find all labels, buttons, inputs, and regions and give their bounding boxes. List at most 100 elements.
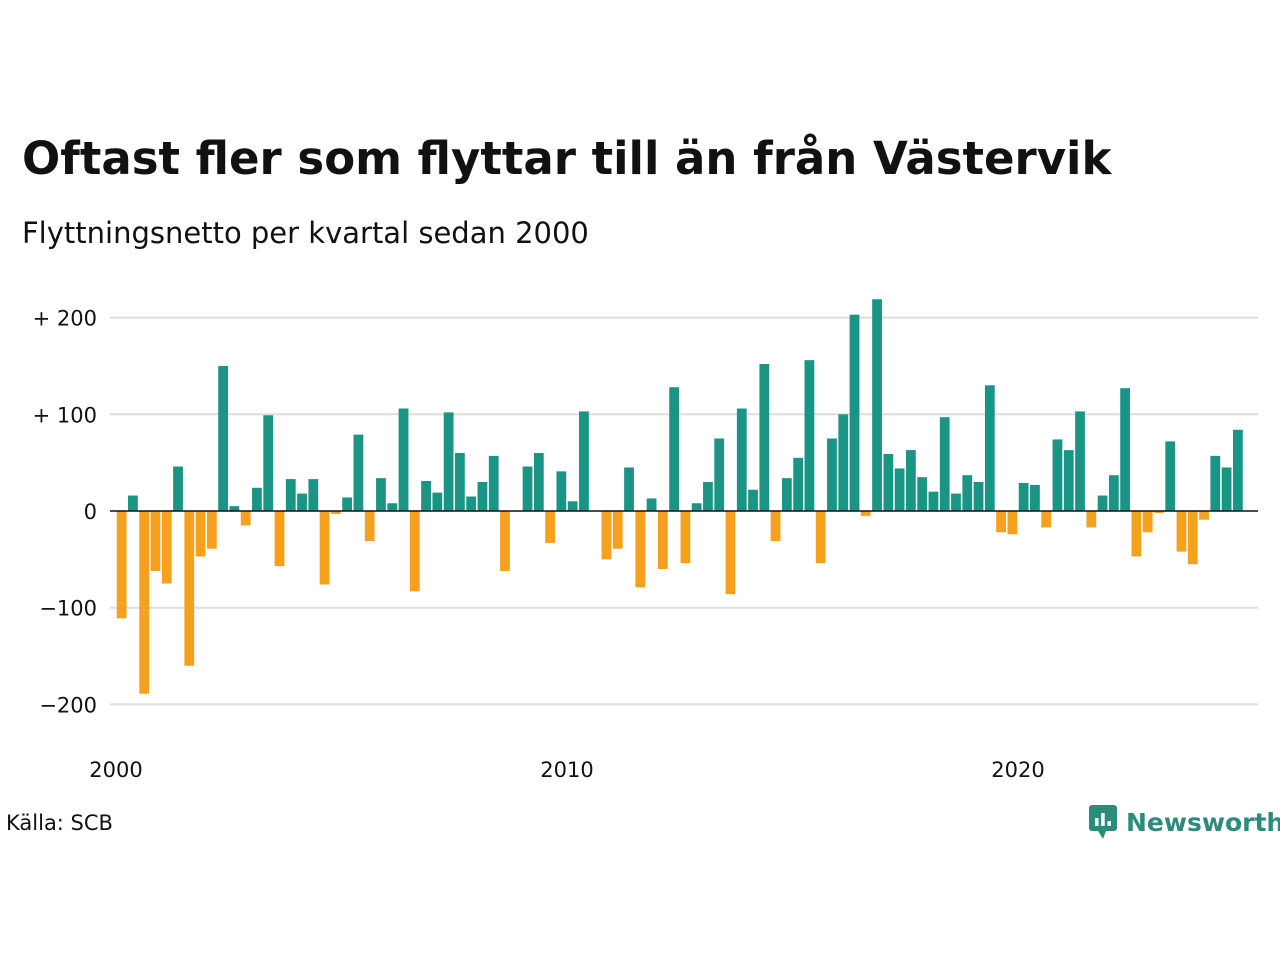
- bar: [985, 385, 995, 511]
- bar: [1210, 456, 1220, 511]
- bar: [444, 412, 454, 511]
- bar: [658, 511, 668, 569]
- newsworthy-logo-icon: [1088, 804, 1118, 840]
- y-tick-label: −100: [39, 597, 97, 621]
- bar: [139, 511, 149, 694]
- bar: [895, 468, 905, 511]
- bar: [1075, 411, 1085, 511]
- bar: [1199, 511, 1209, 520]
- bar: [1064, 450, 1074, 511]
- bar: [737, 409, 747, 512]
- bar: [320, 511, 330, 584]
- bar: [1007, 511, 1017, 534]
- bar: [275, 511, 285, 566]
- bar: [1233, 430, 1243, 511]
- x-tick-label: 2000: [89, 758, 142, 782]
- bar: [602, 511, 612, 559]
- bar: [1086, 511, 1096, 527]
- y-tick-label: −200: [39, 693, 97, 717]
- bar: [387, 503, 397, 511]
- brand-logo: Newsworthy: [1088, 804, 1280, 840]
- bar: [151, 511, 161, 571]
- bar: [635, 511, 645, 587]
- bar: [1165, 441, 1175, 511]
- bar: [556, 471, 566, 511]
- x-tick-label: 2020: [991, 758, 1044, 782]
- bar: [647, 498, 657, 511]
- y-tick-label: 0: [84, 500, 97, 524]
- bar: [466, 497, 476, 512]
- bar: [996, 511, 1006, 532]
- bar: [173, 467, 183, 511]
- bar: [1053, 439, 1063, 511]
- bar: [568, 501, 578, 511]
- bar: [681, 511, 691, 563]
- bar: [726, 511, 736, 594]
- bar: [286, 479, 296, 511]
- bar: [951, 494, 961, 511]
- bar: [1030, 485, 1040, 511]
- bar: [196, 511, 206, 556]
- bar: [669, 387, 679, 511]
- bar: [759, 364, 769, 511]
- bar: [624, 467, 634, 511]
- bar: [771, 511, 781, 541]
- bar: [1041, 511, 1051, 527]
- bar: [827, 438, 837, 511]
- bar: [579, 411, 589, 511]
- bar: [782, 478, 792, 511]
- bar: [410, 511, 420, 591]
- bar: [1177, 511, 1187, 552]
- bar: [297, 494, 307, 511]
- bar: [1109, 475, 1119, 511]
- bar: [974, 482, 984, 511]
- bar: [207, 511, 217, 549]
- bar: [1188, 511, 1198, 564]
- bar: [365, 511, 375, 541]
- bar: [703, 482, 713, 511]
- bar: [478, 482, 488, 511]
- bar: [252, 488, 262, 511]
- bar: [241, 511, 251, 526]
- bar: [489, 456, 499, 511]
- bar: [263, 415, 273, 511]
- bar: [342, 497, 352, 511]
- brand-name: Newsworthy: [1126, 808, 1280, 837]
- bar: [940, 417, 950, 511]
- bar: [128, 496, 138, 511]
- source-note: Källa: SCB: [6, 811, 113, 835]
- bar: [1143, 511, 1153, 532]
- bar: [962, 475, 972, 511]
- bar: [218, 366, 228, 511]
- x-tick-label: 2010: [540, 758, 593, 782]
- bar: [917, 477, 927, 511]
- bar: [793, 458, 803, 511]
- bar: [1132, 511, 1142, 556]
- bar-chart: + 200 + 100 0 −100 −200 2000 2010 2020: [0, 0, 1280, 800]
- bar: [162, 511, 172, 584]
- y-tick-label: + 200: [33, 307, 97, 331]
- bar: [1098, 496, 1108, 511]
- bars: [117, 299, 1243, 694]
- bar: [354, 435, 364, 511]
- bar: [432, 493, 442, 511]
- bar: [376, 478, 386, 511]
- bar: [748, 490, 758, 511]
- bar: [692, 503, 702, 511]
- bar: [117, 511, 127, 618]
- bar: [184, 511, 194, 666]
- bar: [421, 481, 431, 511]
- bar: [838, 414, 848, 511]
- bar: [816, 511, 826, 563]
- bar: [455, 453, 465, 511]
- bar: [534, 453, 544, 511]
- y-tick-label: + 100: [33, 403, 97, 427]
- bar: [906, 450, 916, 511]
- bar: [929, 492, 939, 511]
- bar: [1019, 483, 1029, 511]
- bar: [1222, 467, 1232, 511]
- bar: [714, 438, 724, 511]
- bar: [805, 360, 815, 511]
- bar: [523, 467, 533, 511]
- bar: [872, 299, 882, 511]
